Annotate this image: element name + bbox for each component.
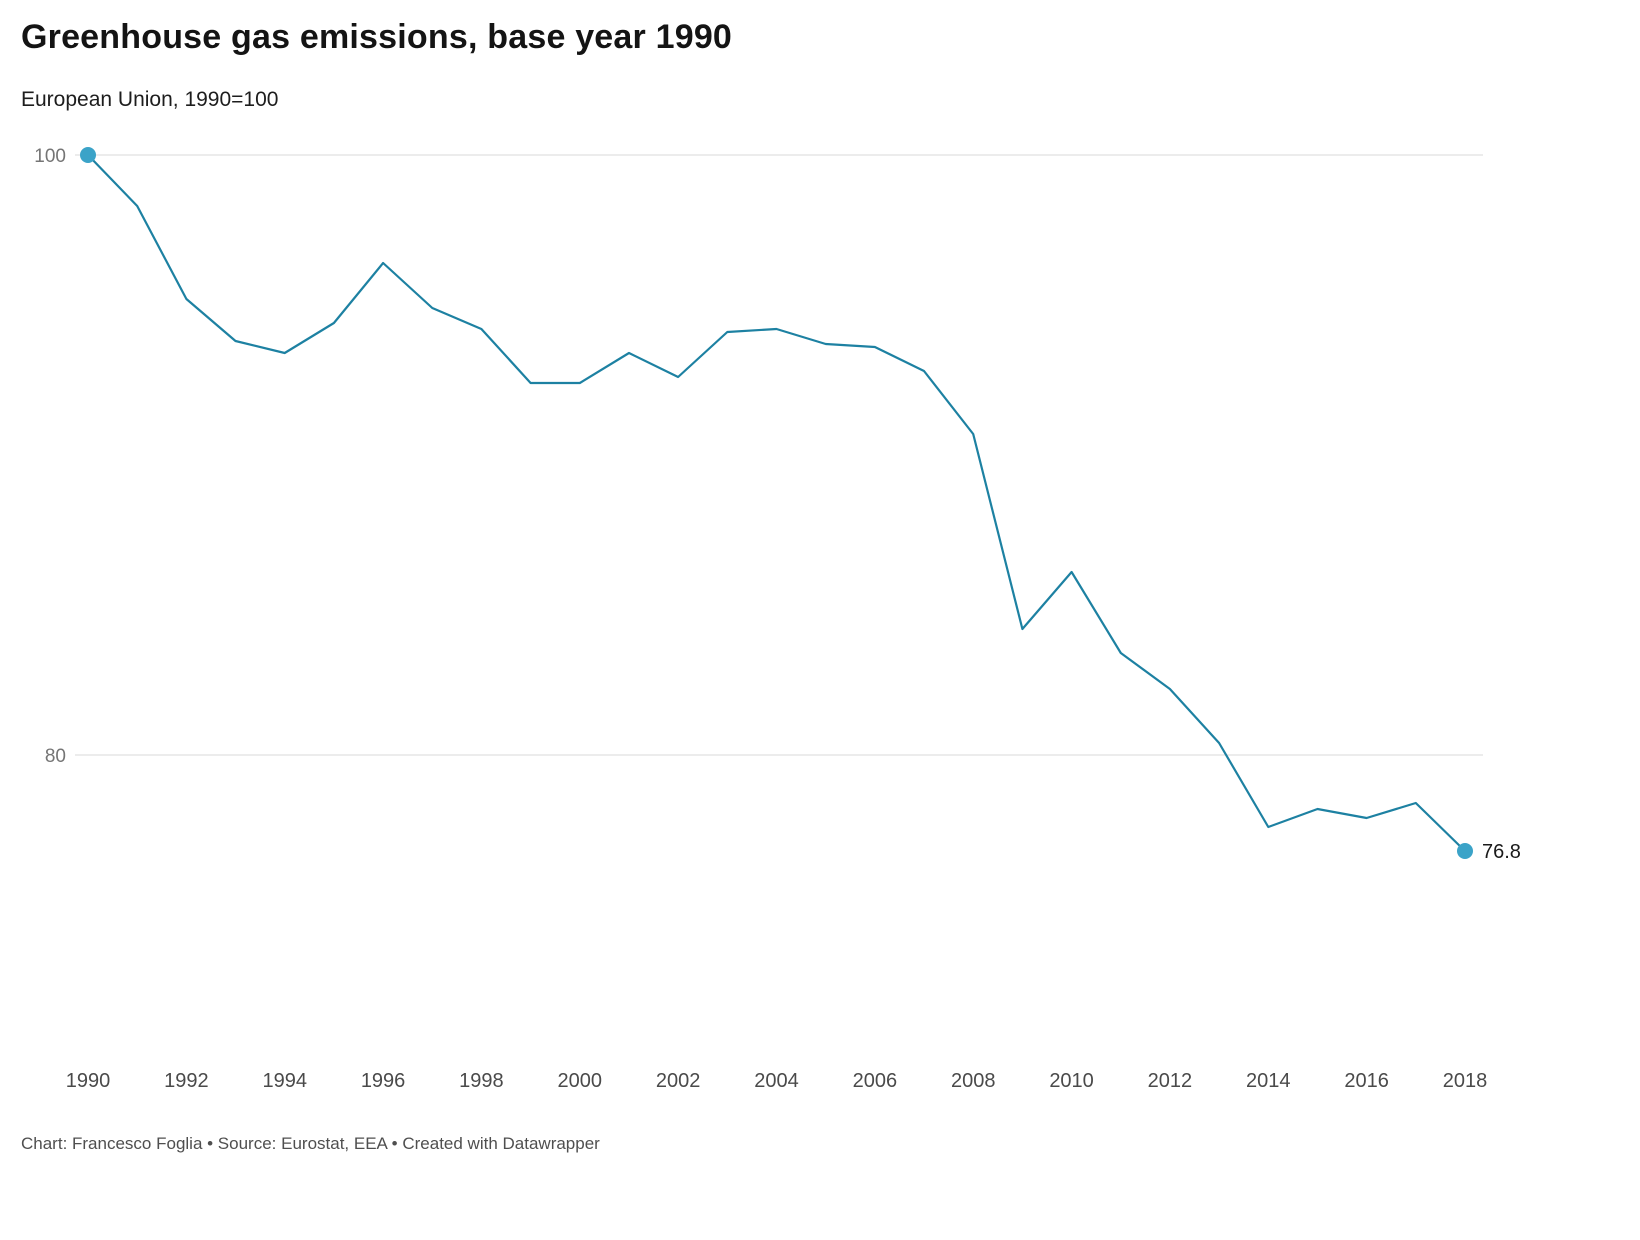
x-axis-label: 2012 — [1148, 1070, 1193, 1092]
x-axis-label: 2008 — [951, 1070, 996, 1092]
x-axis-label: 2014 — [1246, 1070, 1291, 1092]
x-axis-label: 2010 — [1049, 1070, 1094, 1092]
x-axis-label: 2018 — [1443, 1070, 1488, 1092]
x-axis-label: 2000 — [558, 1070, 603, 1092]
chart-footer: Chart: Francesco Foglia • Source: Eurost… — [21, 1134, 600, 1153]
y-axis-label: 80 — [45, 746, 66, 767]
y-axis-label: 100 — [34, 146, 66, 167]
x-axis-label: 1998 — [459, 1070, 504, 1092]
x-axis-label: 2002 — [656, 1070, 701, 1092]
x-axis-label: 2006 — [853, 1070, 898, 1092]
x-axis-label: 1992 — [164, 1070, 209, 1092]
chart-subtitle: European Union, 1990=100 — [21, 88, 279, 111]
x-axis-label: 1996 — [361, 1070, 406, 1092]
emissions-line — [86, 153, 1467, 853]
x-axis-label: 1990 — [66, 1070, 111, 1092]
end-value-label: 76.8 — [1482, 841, 1521, 863]
x-axis-label: 1994 — [262, 1070, 307, 1092]
x-axis-label: 2004 — [754, 1070, 799, 1092]
x-axis-label: 2016 — [1344, 1070, 1389, 1092]
end-point-marker — [1457, 843, 1473, 859]
start-point-marker — [80, 147, 96, 163]
page-title: Greenhouse gas emissions, base year 1990 — [21, 18, 733, 56]
